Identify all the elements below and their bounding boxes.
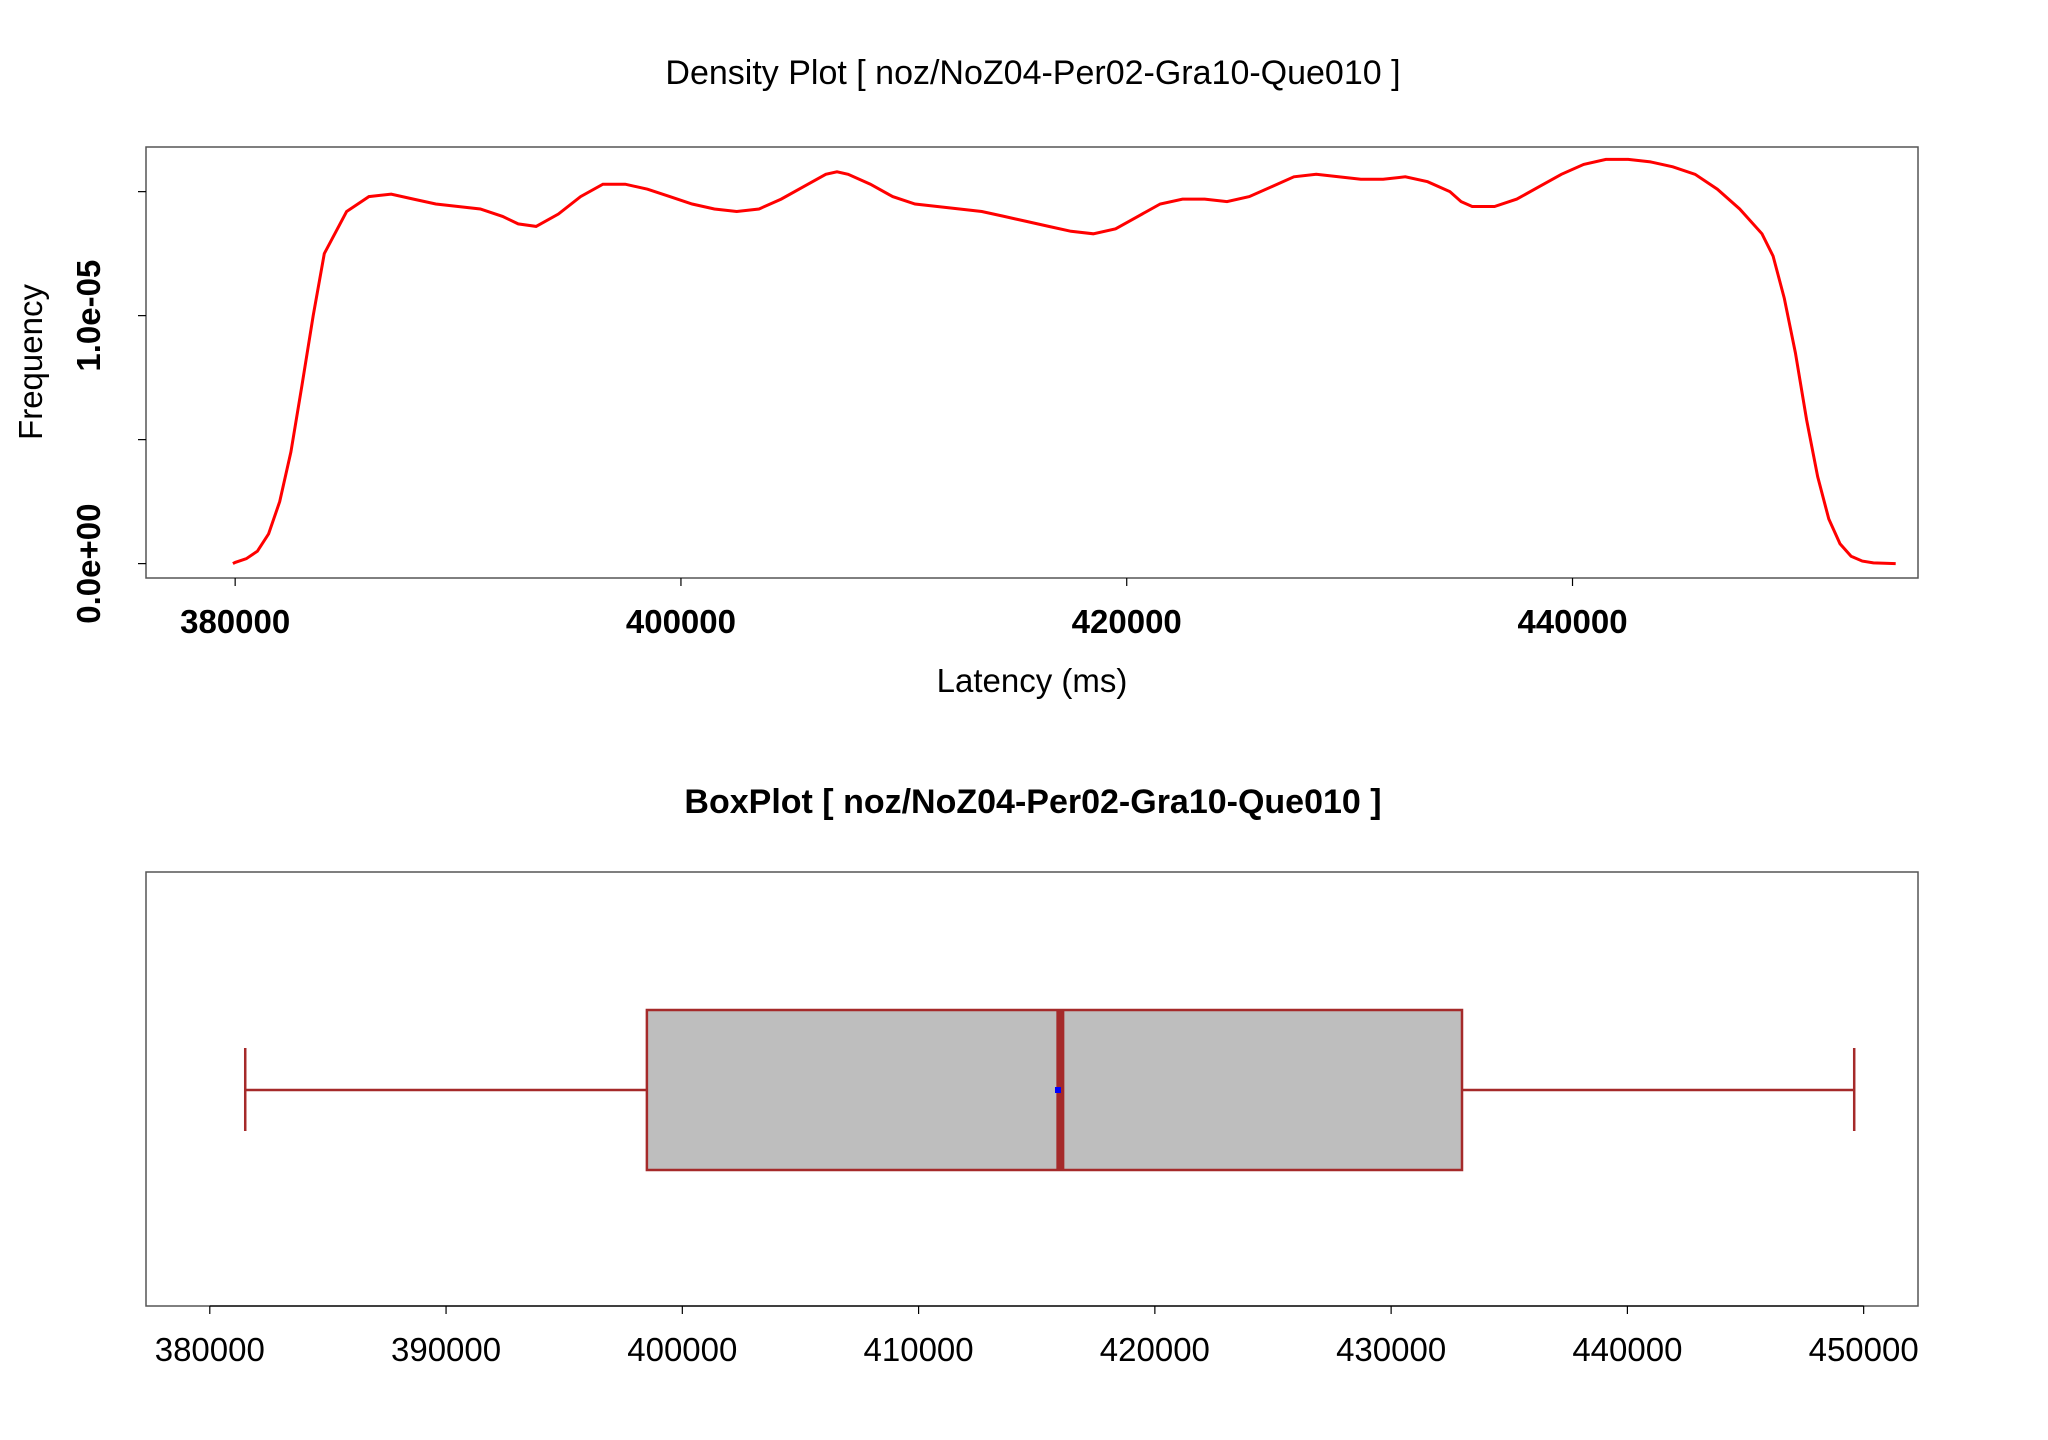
density-panel: Density Plot [ noz/NoZ04-Per02-Gra10-Que… [12, 54, 1919, 699]
boxplot-panel: BoxPlot [ noz/NoZ04-Per02-Gra10-Que010 ]… [145, 783, 1919, 1368]
density-plot-area [145, 146, 1919, 579]
boxplot-x-tick-label: 390000 [391, 1331, 501, 1368]
boxplot-x-tick-label: 400000 [627, 1331, 737, 1368]
interquartile-box [645, 1008, 1464, 1172]
density-x-axis: 380000 400000 420000 440000 [180, 578, 1628, 640]
density-x-tick-label: 440000 [1517, 603, 1627, 640]
density-x-tick-label: 400000 [626, 603, 736, 640]
boxplot-x-tick-label: 380000 [155, 1331, 265, 1368]
boxplot-x-axis: 380000 390000 400000 410000 420000 430000 4400… [155, 1305, 1919, 1368]
boxplot-x-tick-label: 440000 [1572, 1331, 1682, 1368]
density-x-tick-label: 380000 [180, 603, 290, 640]
density-y-tick-label: 0.0e+00 [70, 504, 107, 624]
boxplot-marks [243, 1008, 1856, 1172]
density-title: Density Plot [ noz/NoZ04-Per02-Gra10-Que… [665, 54, 1400, 92]
density-x-tick-label: 420000 [1072, 603, 1182, 640]
mean-marker [1054, 1087, 1061, 1093]
density-y-axis: 0.0e+00 1.0e-05 [70, 191, 146, 624]
boxplot-x-tick-label: 430000 [1336, 1331, 1446, 1368]
boxplot-x-tick-label: 450000 [1809, 1331, 1919, 1368]
density-y-tick-label: 1.0e-05 [70, 260, 107, 372]
boxplot-title: BoxPlot [ noz/NoZ04-Per02-Gra10-Que010 ] [684, 783, 1381, 821]
density-curve [232, 157, 1896, 566]
boxplot-x-tick-label: 410000 [864, 1331, 974, 1368]
density-x-axis-label: Latency (ms) [937, 662, 1128, 699]
boxplot-x-tick-label: 420000 [1100, 1331, 1210, 1368]
density-y-axis-label: Frequency [12, 284, 49, 440]
